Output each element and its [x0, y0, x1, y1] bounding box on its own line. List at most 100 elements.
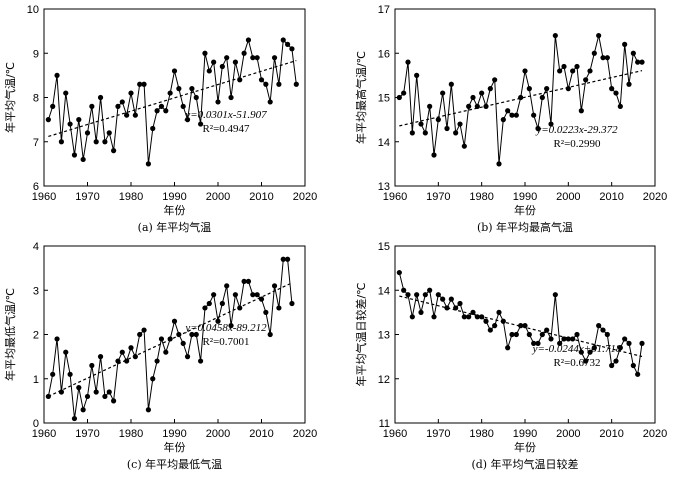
data-point	[422, 130, 428, 136]
data-point	[409, 130, 415, 136]
data-point	[180, 103, 186, 109]
data-point	[167, 336, 173, 342]
trend-equation: y=-0.0244x+61.718	[532, 343, 622, 355]
data-point	[141, 81, 147, 87]
data-point	[58, 389, 64, 395]
data-point	[531, 340, 537, 346]
data-point	[622, 41, 628, 48]
data-point	[180, 340, 186, 346]
x-tick-label: 2010	[249, 191, 273, 203]
data-point	[422, 292, 428, 298]
data-point	[435, 292, 441, 298]
y-tick-label: 13	[378, 181, 390, 193]
data-point	[427, 287, 433, 293]
data-point	[461, 143, 467, 149]
data-point	[617, 345, 623, 351]
data-point	[396, 94, 402, 101]
data-point	[435, 117, 441, 123]
data-point	[67, 121, 73, 127]
data-point	[448, 81, 454, 87]
data-point	[150, 125, 156, 132]
data-point	[115, 103, 121, 109]
data-point	[128, 90, 134, 96]
data-point	[401, 287, 407, 293]
data-point	[609, 362, 615, 369]
data-point	[474, 314, 480, 320]
x-tick-label: 2020	[643, 428, 667, 440]
data-point	[80, 407, 86, 413]
data-point	[557, 68, 563, 74]
y-tick-label: 1	[33, 374, 39, 386]
data-point	[263, 309, 269, 315]
data-point	[630, 50, 636, 56]
y-axis-label: 年平均气温日较差/℃	[354, 282, 368, 386]
data-point	[211, 59, 217, 65]
data-point	[622, 336, 628, 342]
data-point	[405, 292, 411, 298]
data-point	[613, 358, 619, 364]
figure-caption: (b) 年平均最高气温	[477, 220, 573, 234]
y-tick-label: 14	[378, 137, 390, 149]
data-point	[479, 314, 485, 320]
data-point	[479, 90, 485, 96]
data-point	[630, 362, 636, 369]
data-point	[405, 59, 411, 65]
data-point	[418, 309, 424, 315]
data-point	[154, 108, 160, 114]
data-point	[89, 103, 95, 109]
x-tick-label: 1970	[426, 428, 450, 440]
data-point	[228, 94, 234, 101]
data-point	[453, 130, 459, 136]
data-point	[102, 139, 108, 145]
y-tick-label: 4	[33, 241, 39, 253]
x-tick-label: 1970	[426, 191, 450, 203]
data-point	[54, 336, 60, 342]
data-point	[171, 68, 178, 74]
y-tick-label: 15	[378, 241, 390, 253]
data-point	[526, 331, 532, 338]
data-point	[271, 283, 278, 289]
data-point	[276, 305, 282, 311]
data-point	[219, 300, 225, 307]
y-axis-label: 年平均最高气温/℃	[354, 51, 368, 144]
y-tick-label: 3	[33, 285, 39, 297]
data-point	[289, 300, 295, 307]
data-point	[565, 86, 571, 92]
data-point	[596, 323, 602, 329]
data-point	[561, 336, 567, 342]
data-point	[635, 59, 641, 65]
data-point	[106, 389, 112, 395]
data-point	[189, 331, 195, 338]
data-point	[193, 94, 199, 101]
data-point	[119, 99, 125, 105]
data-point	[150, 376, 156, 382]
x-tick-label: 1990	[162, 428, 186, 440]
y-tick-label: 13	[378, 330, 390, 342]
data-point	[535, 125, 541, 132]
data-point	[63, 349, 69, 355]
data-point	[232, 59, 238, 65]
data-point	[526, 86, 532, 92]
data-point	[470, 309, 476, 315]
data-point	[258, 77, 265, 83]
data-point	[211, 292, 217, 298]
x-tick-label: 1970	[75, 428, 99, 440]
data-point	[263, 81, 269, 87]
figure-caption: (d) 年平均气温日较差	[471, 457, 578, 471]
data-point	[184, 354, 191, 360]
data-point	[176, 86, 182, 92]
data-point	[444, 125, 450, 132]
data-point	[457, 300, 463, 307]
x-tick-label: 1960	[32, 428, 56, 440]
data-point	[401, 90, 407, 96]
r-squared-label: R²=0.4947	[202, 123, 250, 135]
data-point	[254, 55, 260, 61]
data-point	[237, 305, 243, 311]
data-point	[254, 292, 260, 298]
x-tick-label: 2020	[293, 191, 317, 203]
data-point	[570, 336, 576, 342]
data-point	[470, 94, 476, 101]
data-point	[167, 90, 173, 96]
data-point	[492, 323, 498, 329]
